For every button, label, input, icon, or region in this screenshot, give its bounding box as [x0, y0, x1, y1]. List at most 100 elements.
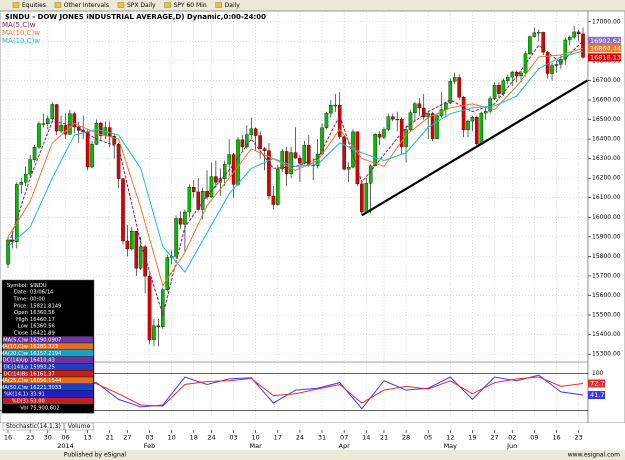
data-window-row — [3, 295, 93, 302]
candle-body — [519, 72, 523, 77]
x-tick-label: 21 — [380, 434, 388, 442]
candle-body — [488, 98, 492, 112]
data-window-value: 33.91 — [30, 392, 45, 398]
footer-left: Published by eSignal — [64, 452, 127, 459]
y-tick-label: 16700.00 — [592, 77, 621, 84]
x-tick-label: 07 — [340, 434, 348, 442]
candle-body — [430, 113, 435, 139]
footer — [0, 450, 625, 460]
y-tick-label: 100 — [592, 370, 604, 377]
ma-line — [7, 40, 584, 317]
data-window-label: High — [16, 317, 28, 323]
data-window-label: Date: — [14, 290, 28, 296]
candle-body — [550, 65, 554, 74]
footer-right: www.esignal.com — [568, 452, 620, 459]
toolbar-icon — [12, 2, 20, 8]
stochastic-line — [7, 374, 584, 410]
y-tick-label: 15600.00 — [592, 292, 621, 299]
data-window-label: Close — [14, 331, 28, 337]
candle-body — [461, 97, 466, 131]
data-window-value: 16285.323 — [30, 344, 58, 350]
tab-label[interactable]: Stochastic(14,1,3) — [6, 423, 61, 430]
candle-body — [532, 32, 537, 37]
toolbar-icon — [54, 2, 62, 8]
candle-body — [444, 102, 448, 110]
x-tick-label: 06 — [61, 434, 69, 442]
y-tick-label: 15500.00 — [592, 312, 621, 319]
data-window-value: 16421.89 — [30, 331, 55, 337]
data-window-row — [3, 288, 93, 296]
candle-body — [99, 123, 103, 136]
month-label: Feb — [144, 442, 156, 450]
data-window-row — [3, 404, 93, 411]
candle-body — [271, 195, 276, 205]
month-label: Jun — [506, 442, 517, 450]
candle-body — [404, 129, 408, 147]
y-tick-label: 15400.00 — [592, 331, 621, 338]
candle-body — [187, 186, 192, 213]
value-box-label: 72.71 — [590, 379, 609, 387]
candle-body — [337, 105, 342, 137]
tab-label[interactable]: Volume — [68, 423, 91, 430]
tab[interactable] — [64, 422, 94, 431]
candle-body — [581, 33, 585, 58]
candle-body — [258, 135, 262, 149]
candle-body — [156, 325, 161, 327]
toolbar-item[interactable]: SPY 60 Min — [174, 2, 207, 9]
candle-body — [364, 183, 369, 213]
toolbar-item[interactable]: Daily — [225, 2, 241, 9]
candle-body — [421, 107, 426, 118]
toolbar-item[interactable]: Other Intervals — [64, 2, 109, 9]
data-window-label: Time: — [13, 297, 29, 303]
data-window-value: 16157.2194 — [30, 351, 62, 357]
y-tick-label: 15700.00 — [592, 272, 621, 279]
candle-body — [245, 134, 249, 148]
candle-body — [50, 104, 55, 119]
candle-body — [342, 136, 346, 170]
candle-body — [85, 131, 90, 168]
toolbar-icon — [164, 2, 171, 8]
data-window-value: 16290.0907 — [30, 337, 61, 343]
data-window-row — [3, 397, 93, 404]
x-tick-label: 13 — [83, 434, 91, 442]
toolbar-item[interactable]: SPX Daily — [127, 2, 156, 9]
price-box-label: 16818.13 — [590, 53, 621, 61]
candle-body — [510, 71, 515, 78]
x-tick-label: 27 — [490, 434, 498, 442]
data-window-row — [3, 336, 93, 343]
candle-body — [528, 36, 532, 54]
data-window-label: Symbol: — [7, 283, 28, 289]
candle-body — [426, 113, 430, 118]
data-window-label: MA(10,C)w — [0, 344, 29, 350]
candle-body — [15, 184, 19, 242]
stochastic-line — [7, 375, 584, 407]
y-tick-label: 16200.00 — [592, 175, 621, 182]
tab[interactable] — [2, 422, 65, 431]
x-tick-label: 23 — [574, 434, 582, 442]
toolbar-item[interactable]: Equities — [22, 2, 46, 9]
data-window-label: DC(14)Bs — [3, 371, 28, 377]
data-window-value: 16360.56 — [30, 310, 55, 316]
candle-body — [32, 147, 37, 160]
candle-body — [293, 152, 298, 159]
data-window-value: 16161.37 — [30, 371, 55, 377]
candle-body — [138, 246, 143, 269]
candle-body — [377, 134, 382, 138]
candle-body — [227, 154, 231, 165]
y-tick-label: 16300.00 — [592, 155, 621, 162]
x-tick-label: 16 — [552, 434, 560, 442]
data-window-value: 16410.43 — [30, 358, 55, 364]
data-window-row — [3, 377, 93, 384]
candle-body — [567, 37, 572, 41]
data-window-value: 16360.56 — [30, 324, 55, 330]
data-window-value: 15821.8149 — [30, 303, 61, 309]
data-window-row — [3, 390, 93, 398]
candle-body — [492, 84, 497, 99]
candle-body — [183, 211, 187, 225]
legend-entry: MA(10,C)w — [2, 29, 40, 37]
data-window-value: 53.00 — [30, 399, 45, 405]
candle-body — [249, 128, 254, 135]
x-tick-label: 10 — [252, 434, 260, 442]
x-tick-label: 21 — [106, 434, 114, 442]
price-box — [588, 36, 621, 45]
